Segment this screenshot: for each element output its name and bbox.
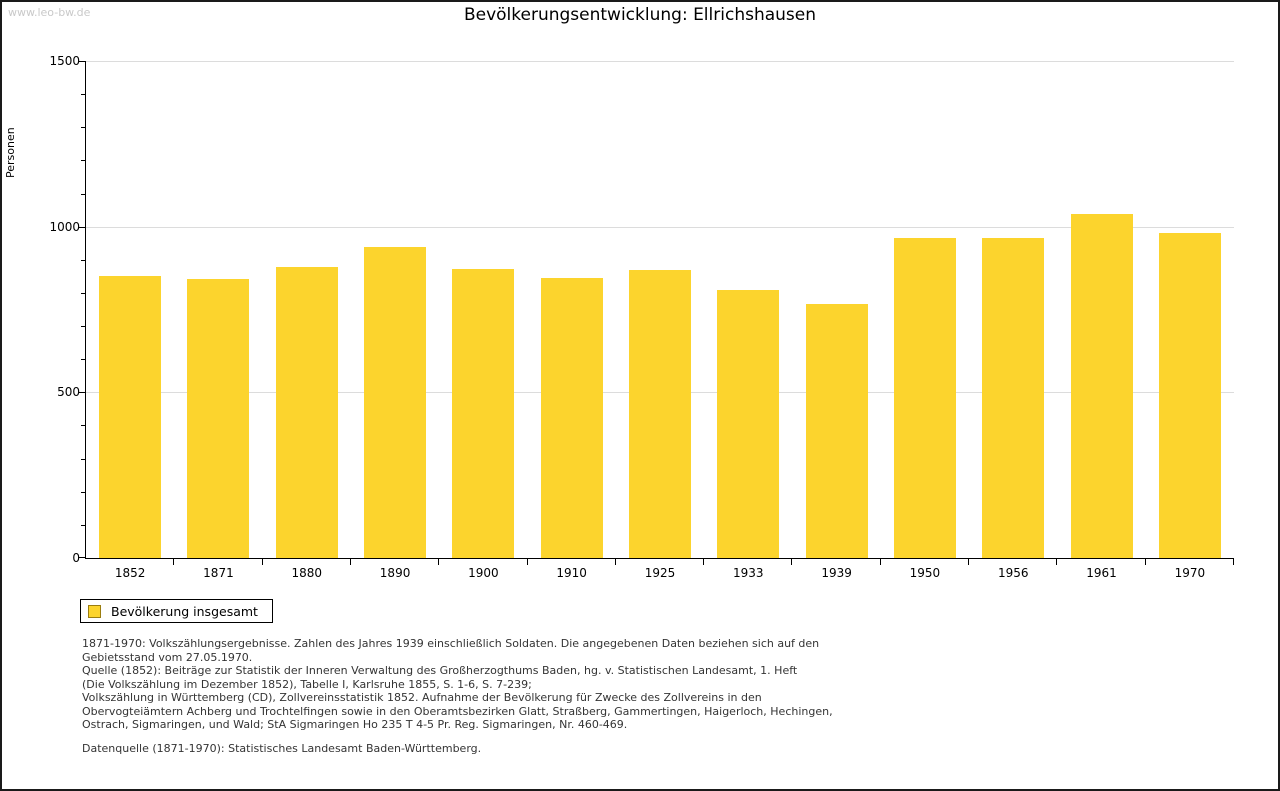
x-tick-1 <box>173 558 175 565</box>
x-tick-label-1871: 1871 <box>203 566 234 580</box>
x-tick-8 <box>791 558 793 565</box>
x-tick-10 <box>968 558 970 565</box>
gridline-1500 <box>86 61 1234 62</box>
y-minor-tick-1200 <box>81 160 86 162</box>
bar-1950 <box>893 237 956 558</box>
bar-1900 <box>452 269 515 558</box>
x-tick-5 <box>526 558 528 565</box>
bar-1880 <box>275 266 338 558</box>
x-tick-7 <box>703 558 705 565</box>
bar-1910 <box>540 278 603 558</box>
legend-swatch <box>88 604 101 618</box>
watermark: www.leo-bw.de <box>8 6 91 19</box>
x-tick-label-1890: 1890 <box>379 566 411 580</box>
y-minor-tick-700 <box>81 326 86 328</box>
y-minor-tick-800 <box>81 292 86 294</box>
y-tick-label-1500: 1500 <box>49 54 80 68</box>
y-tick-label-500: 500 <box>57 385 80 400</box>
footer-line: (Die Volkszählung im Dezember 1852), Tab… <box>82 677 532 691</box>
y-minor-tick-300 <box>81 458 86 460</box>
x-tick-label-1880: 1880 <box>291 566 323 580</box>
legend-label: Bevölkerung insgesamt <box>111 603 258 619</box>
x-tick-label-1939: 1939 <box>821 566 852 580</box>
footer-line: 1871-1970: Volkszählungsergebnisse. Zahl… <box>82 637 820 650</box>
x-tick-3 <box>349 558 351 565</box>
y-minor-tick-200 <box>81 491 86 493</box>
y-tick-label-1000: 1000 <box>49 219 80 234</box>
y-minor-tick-1100 <box>81 193 86 195</box>
bar-1925 <box>629 269 691 558</box>
footer-line: Gebietsstand vom 27.05.1970. <box>82 650 253 664</box>
x-tick-label-1970: 1970 <box>1174 566 1206 580</box>
x-tick-label-1900: 1900 <box>468 566 499 580</box>
x-tick-9 <box>879 558 881 565</box>
footer-line: Obervogteiämtern Achberg und Trochtelfin… <box>82 704 833 718</box>
footer-line: Quelle (1852): Beiträge zur Statistik de… <box>82 664 798 677</box>
footer-line: Volkszählung in Württemberg (CD), Zollve… <box>82 691 762 704</box>
x-tick-label-1961: 1961 <box>1086 566 1117 580</box>
bar-1852 <box>99 275 162 558</box>
x-tick-label-1852: 1852 <box>114 566 146 580</box>
legend: Bevölkerung insgesamt <box>80 599 273 623</box>
y-minor-tick-400 <box>81 425 86 427</box>
y-axis-title: Personen <box>4 127 17 178</box>
x-tick-label-1950: 1950 <box>909 566 941 580</box>
bar-1970 <box>1158 232 1221 558</box>
bar-1939 <box>805 303 868 558</box>
y-major-tick-500 <box>79 392 86 394</box>
footer-datasource: Datenquelle (1871-1970): Statistisches L… <box>82 741 482 755</box>
bar-1933 <box>717 289 780 558</box>
plot-area: 0 500 1000 1500 1852 1871 1880 1890 1900 1910 1925… <box>49 54 1234 580</box>
y-minor-tick-100 <box>81 524 86 526</box>
y-major-tick-1500 <box>79 61 86 62</box>
x-tick-label-1956: 1956 <box>997 566 1029 580</box>
y-major-tick-1000 <box>79 226 86 228</box>
x-tick-label-1910: 1910 <box>556 566 587 580</box>
x-tick-label-1925: 1925 <box>644 566 676 580</box>
x-tick-label-1933: 1933 <box>733 566 764 580</box>
x-tick-2 <box>261 558 263 565</box>
y-minor-tick-1300 <box>81 127 86 129</box>
x-tick-13 <box>1233 558 1234 565</box>
x-tick-6 <box>614 558 616 565</box>
y-major-tick-0 <box>79 557 86 558</box>
footer-line: Ostrach, Sigmaringen, und Wald; StA Sigm… <box>82 718 628 731</box>
y-tick-label-0: 0 <box>72 551 80 565</box>
x-tick-11 <box>1056 558 1058 565</box>
gridline-1000 <box>86 226 1234 228</box>
x-tick-4 <box>438 558 440 565</box>
chart-title: Bevölkerungsentwicklung: Ellrichshausen <box>463 5 817 25</box>
bar-1890 <box>364 247 427 558</box>
bar-1961 <box>1070 214 1133 558</box>
y-minor-tick-1400 <box>81 94 86 96</box>
footer-notes: 1871-1970: Volkszählungsergebnisse. Zahl… <box>82 637 1222 755</box>
bar-1956 <box>982 237 1045 558</box>
x-tick-12 <box>1144 558 1146 565</box>
bar-1871 <box>187 279 250 558</box>
y-minor-tick-900 <box>81 259 86 261</box>
y-minor-tick-600 <box>81 359 86 361</box>
